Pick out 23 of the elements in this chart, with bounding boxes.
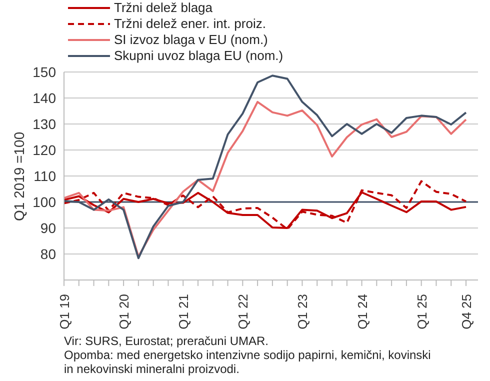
x-tick-label: Q1 23 (295, 294, 310, 330)
legend-label: Tržni delež blaga (114, 0, 213, 16)
x-tick-label: Q1 22 (236, 294, 251, 330)
y-tick-label: 100 (32, 194, 56, 210)
legend-label: SI izvoz blaga v EU (nom.) (114, 32, 268, 48)
x-tick-label: Q1 20 (116, 294, 132, 330)
y-tick-label: 150 (32, 64, 56, 80)
y-tick-label: 140 (32, 90, 56, 106)
y-tick-label: 120 (32, 142, 56, 158)
y-tick-label: 130 (32, 116, 56, 132)
x-tick-label: Q1 25 (414, 294, 430, 330)
text: Vir: SURS, Eurostat; preračuni UMAR. (64, 334, 270, 348)
x-tick-label: Q1 21 (176, 294, 192, 330)
legend-label: Skupni uvoz blaga EU (nom.) (114, 48, 284, 64)
text: Opomba: med energetsko intenzivne sodijo papirni, kemični, kovinski in nekovinski mineralni proizvodi. (64, 348, 432, 376)
y-tick-label: 90 (40, 220, 56, 236)
x-tick-label: Q4 25 (459, 294, 474, 330)
x-tick-label: Q1 19 (57, 294, 72, 330)
x-tick-label: Q1 24 (354, 294, 370, 330)
y-axis-title: Q1 2019 =100 (10, 132, 27, 221)
y-tick-label: 80 (40, 246, 56, 262)
legend-label: Tržni delež ener. int. proiz. (114, 16, 266, 32)
y-tick-label: 110 (34, 168, 56, 184)
